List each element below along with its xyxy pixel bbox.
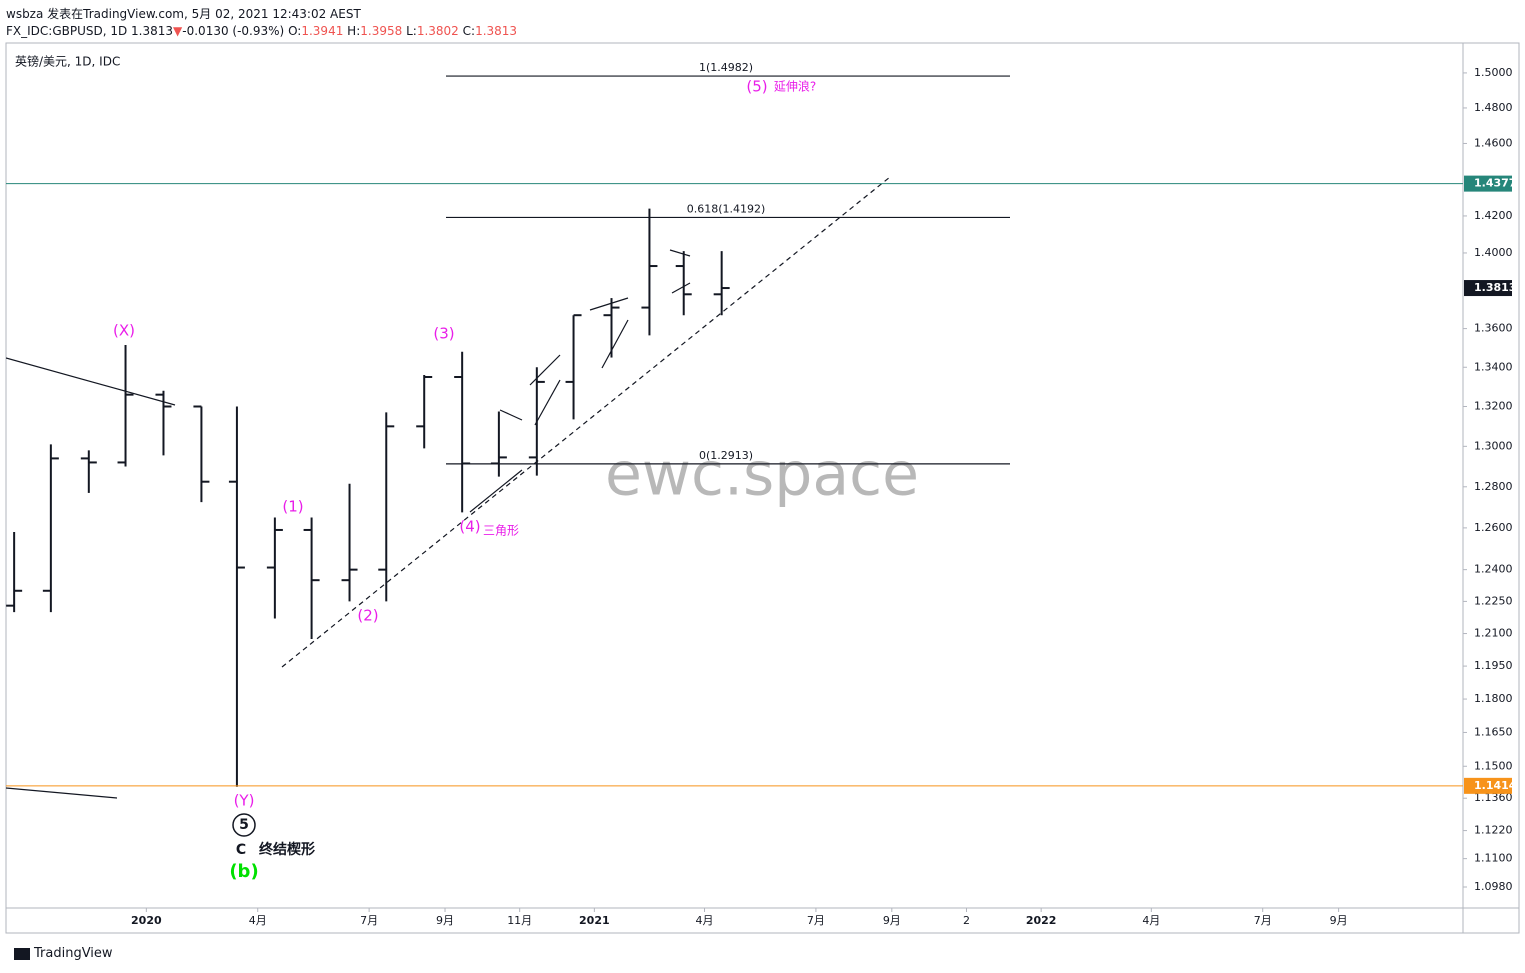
wave-label: 5: [239, 817, 249, 833]
y-tick-label: 1.4600: [1474, 136, 1513, 149]
symbol: FX_IDC:GBPUSD, 1D 1.3813: [6, 24, 174, 38]
c-label: C:: [462, 24, 476, 38]
y-tick-label: 1.4800: [1474, 101, 1513, 114]
x-tick-label: 7月: [807, 914, 825, 927]
logo: [14, 948, 30, 960]
y-tick-label: 1.4200: [1474, 209, 1513, 222]
trendlines: [6, 176, 891, 799]
fib-label: 0.618(1.4192): [687, 202, 766, 215]
wave-circle: [232, 813, 256, 837]
wave-label: (b): [229, 861, 258, 882]
y-tick-label: 1.1220: [1474, 824, 1513, 837]
watermark: ewc.space: [605, 440, 919, 510]
wave-label: (4): [459, 518, 480, 536]
x-tick-label: 4月: [249, 914, 267, 927]
y-tick-label: 1.2800: [1474, 480, 1513, 493]
y-tick-label: 1.4000: [1474, 246, 1513, 259]
wave-label: 延伸浪?: [774, 79, 816, 94]
frame: [5, 42, 1520, 934]
y-tick-label: 1.1650: [1474, 725, 1513, 738]
y-tick-label: 1.1800: [1474, 692, 1513, 705]
l-label: L:: [406, 24, 417, 38]
y-tick-label: 1.2600: [1474, 521, 1513, 534]
h-label: H:: [347, 24, 361, 38]
x-tick-label: 2022: [1026, 914, 1057, 927]
l: 1.3802: [416, 24, 459, 38]
change: -0.0130 (-0.93%): [182, 24, 285, 38]
y-tick-label: 1.3200: [1474, 399, 1513, 412]
c: 1.3813: [475, 24, 518, 38]
y-tick-label: 1.0980: [1474, 880, 1513, 893]
wave-label: 终结楔形: [259, 841, 315, 858]
price-box: [1464, 175, 1512, 192]
price-label: 1.1414: [1474, 779, 1517, 792]
wave-label: (1): [282, 498, 303, 516]
wave-label: C: [236, 842, 246, 858]
legend: 英镑/美元, 1D, IDC: [15, 54, 120, 69]
wave-label: (X): [113, 322, 135, 340]
h: 1.3958: [360, 24, 403, 38]
x-tick-label: 7月: [1254, 914, 1272, 927]
header: wsbza 发表在TradingView.com, 5月 02, 2021 12…: [6, 6, 517, 40]
arrow: ▼: [173, 24, 183, 38]
x-tick-label: 9月: [436, 914, 454, 927]
x-tick-label: 2: [963, 914, 970, 927]
price-box: [1464, 280, 1512, 297]
y-tick-label: 1.1500: [1474, 759, 1513, 772]
x-tick-label: 7月: [360, 914, 378, 927]
y-tick-label: 1.1100: [1474, 852, 1513, 865]
y-tick-label: 1.3400: [1474, 360, 1513, 373]
x-tick-label: 9月: [883, 914, 901, 927]
fib-label: 0(1.2913): [699, 449, 753, 462]
x-tick-label: 4月: [1142, 914, 1160, 927]
price-label: 1.4377: [1474, 177, 1516, 190]
price-box: [1464, 777, 1512, 794]
wave-label: 三角形: [483, 524, 519, 538]
y-tick-label: 1.3000: [1474, 439, 1513, 452]
x-tick-label: 11月: [507, 914, 532, 927]
y-tick-label: 1.2100: [1474, 627, 1513, 640]
o: 1.3941: [301, 24, 344, 38]
wave-label: (2): [357, 607, 378, 625]
y-tick-label: 1.2400: [1474, 563, 1513, 576]
price-label: 1.3813: [1474, 281, 1516, 294]
x-tick-label: 9月: [1330, 914, 1348, 927]
y-tick-label: 1.3600: [1474, 322, 1513, 335]
wave-label: (5): [746, 78, 767, 96]
wave-label: (Y): [234, 792, 255, 810]
y-tick-label: 1.1950: [1474, 659, 1513, 672]
x-tick-label: 2020: [131, 914, 162, 927]
footer: TradingView: [34, 946, 113, 961]
o-label: O:: [288, 24, 302, 38]
wave-label: (3): [433, 325, 454, 343]
plot: 1(1.4982) 0.618(1.4192) 0(1.2913): [6, 61, 1010, 787]
fib-label: 1(1.4982): [699, 61, 753, 74]
y-tick-label: 1.5000: [1474, 66, 1513, 79]
x-tick-label: 4月: [696, 914, 714, 927]
y-tick-label: 1.2250: [1474, 594, 1513, 607]
y-tick-label: 1.1360: [1474, 791, 1513, 804]
x-tick-label: 2021: [579, 914, 610, 927]
publisher: wsbza 发表在TradingView.com, 5月 02, 2021 12…: [6, 7, 361, 21]
quote: FX_IDC:GBPUSD, 1D 1.3813▼-0.0130 (-0.93%…: [6, 23, 517, 40]
